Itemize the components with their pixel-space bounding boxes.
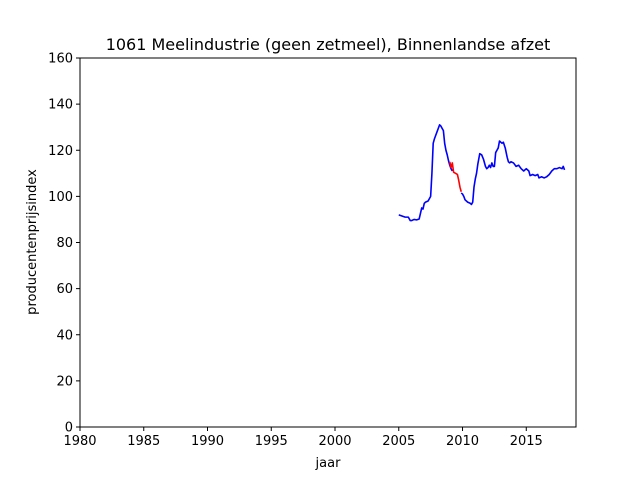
x-tick-label: 2005 xyxy=(382,434,415,449)
y-tick-label: 160 xyxy=(48,52,73,67)
x-tick-label: 1995 xyxy=(255,434,288,449)
y-axis: 0 20 40 60 80 100 120 140 160 xyxy=(48,52,80,436)
y-tick-label: 100 xyxy=(48,190,73,205)
series-line-2 xyxy=(448,161,463,192)
x-tick-label: 1985 xyxy=(127,434,160,449)
chart-title: 1061 Meelindustrie (geen zetmeel), Binne… xyxy=(106,35,551,54)
series-layer xyxy=(398,124,566,222)
y-tick-label: 60 xyxy=(56,282,73,297)
series-line-3 xyxy=(460,140,566,206)
y-axis-label: producentenprijsindex xyxy=(25,169,40,315)
x-tick-label: 2015 xyxy=(510,434,543,449)
x-tick-label: 2000 xyxy=(318,434,351,449)
y-tick-label: 20 xyxy=(56,374,73,389)
series-line-1 xyxy=(398,124,454,222)
x-axis-label: jaar xyxy=(315,456,342,471)
x-tick-label: 2010 xyxy=(446,434,479,449)
y-tick-label: 0 xyxy=(65,421,73,436)
x-tick-label: 1990 xyxy=(191,434,224,449)
y-tick-label: 120 xyxy=(48,144,73,159)
x-axis: 1980 1985 1990 1995 2000 2005 2010 2015 xyxy=(63,427,543,449)
y-tick-label: 140 xyxy=(48,98,73,113)
y-tick-label: 80 xyxy=(56,236,73,251)
y-tick-label: 40 xyxy=(56,328,73,343)
x-tick-label: 1980 xyxy=(63,434,96,449)
